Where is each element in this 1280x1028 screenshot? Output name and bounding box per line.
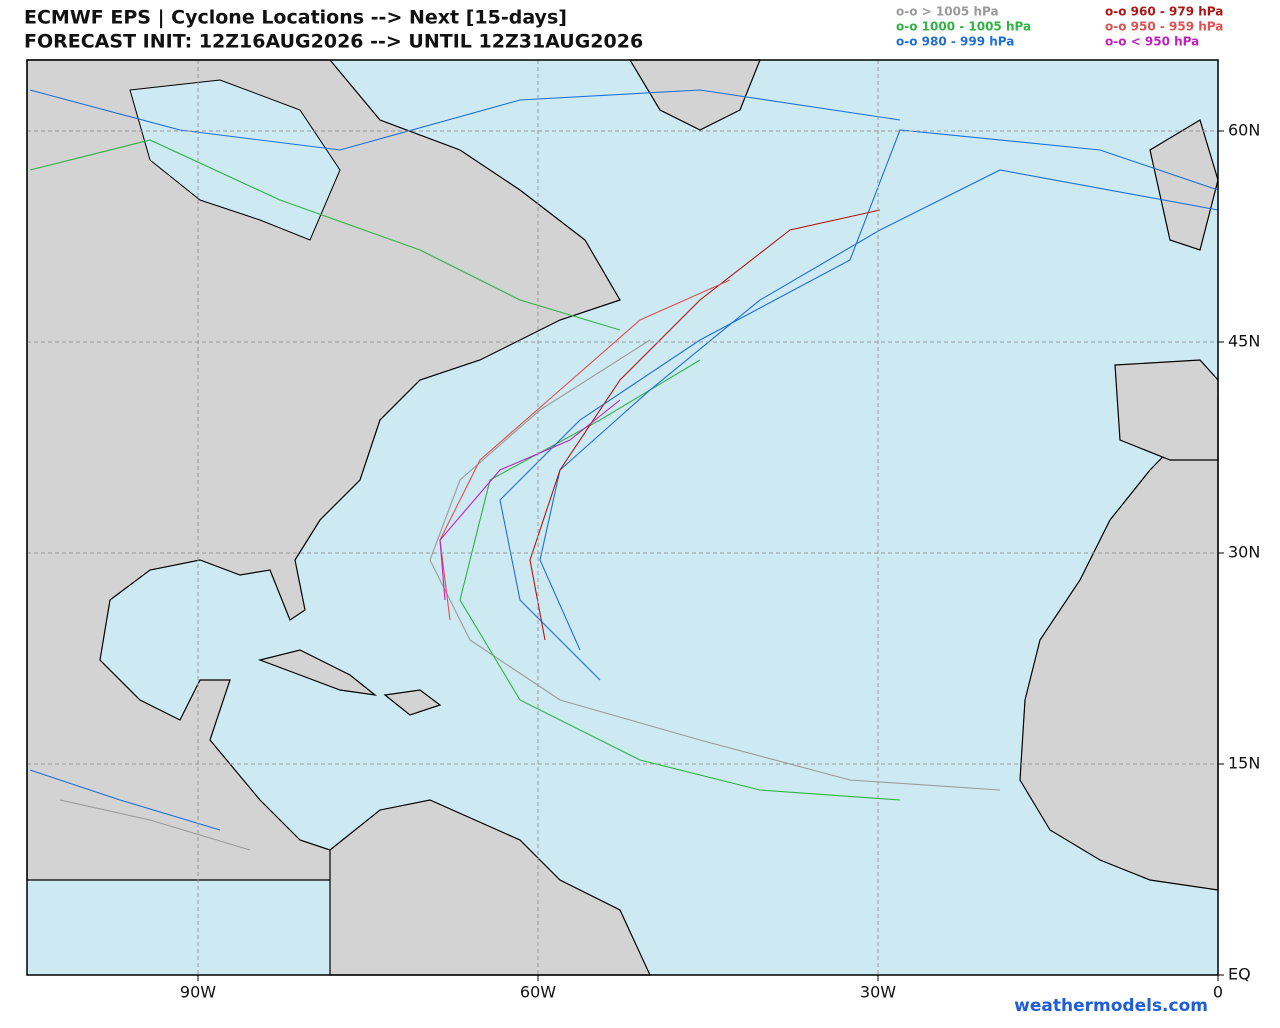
hispaniola [383, 689, 442, 716]
subtitle: FORECAST INIT: 12Z16AUG2026 --> UNTIL 12… [24, 31, 643, 53]
legend-entry: o-o 1000 - 1005 hPa [896, 20, 1031, 34]
legend-entry: o-o > 1005 hPa [896, 5, 999, 19]
track [29, 769, 221, 831]
hudson-bay [129, 79, 341, 241]
lon-label: 90W [180, 983, 216, 1002]
cuba [257, 649, 378, 696]
track [529, 209, 881, 641]
track [429, 339, 1001, 791]
track [29, 139, 621, 331]
lon-label: 30W [860, 983, 896, 1002]
track [539, 169, 1219, 651]
lon-label: 60W [520, 983, 556, 1002]
lon-label: 0 [1213, 983, 1223, 1002]
track [439, 399, 621, 601]
land-layer [26, 59, 1219, 976]
lat-label: 15N [1228, 754, 1260, 773]
north-america [26, 59, 621, 881]
legend-entry: o-o 950 - 959 hPa [1105, 20, 1223, 34]
legend-entry: o-o 960 - 979 hPa [1105, 5, 1223, 19]
track [29, 89, 901, 151]
credit: weathermodels.com [1014, 996, 1208, 1016]
track [59, 799, 251, 851]
lat-label: EQ [1228, 965, 1251, 984]
track [499, 129, 1219, 681]
lat-label: 45N [1228, 332, 1260, 351]
lat-label: 30N [1228, 543, 1260, 562]
title: ECMWF EPS | Cyclone Locations --> Next [… [24, 7, 567, 29]
lat-label: 60N [1228, 121, 1260, 140]
legend-entry: o-o 980 - 999 hPa [896, 35, 1014, 49]
track-layer [29, 89, 1219, 851]
africa [1019, 398, 1219, 891]
legend-entry: o-o < 950 hPa [1105, 35, 1199, 49]
british-isles [1149, 119, 1219, 251]
map-frame [26, 59, 1219, 976]
